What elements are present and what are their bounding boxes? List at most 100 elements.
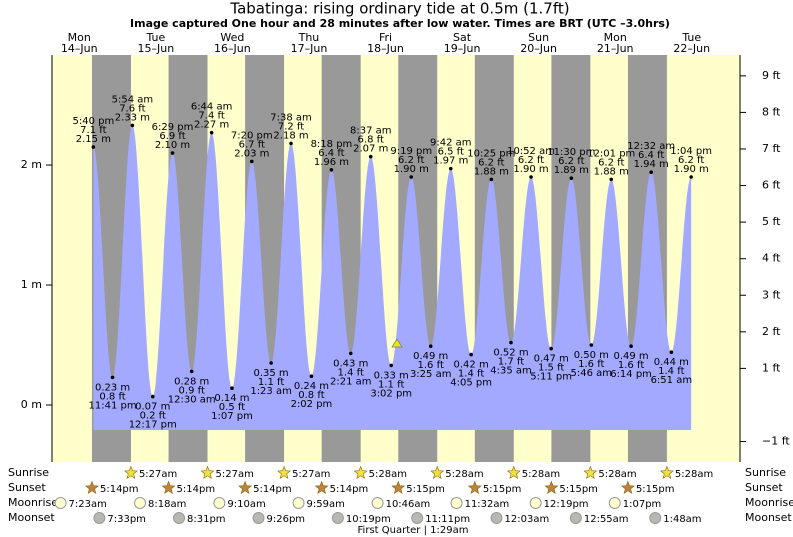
tide-label: 6.2 ft [678, 155, 704, 166]
tide-label: 6.8 ft [358, 135, 384, 146]
tide-label: 0.8 ft [99, 391, 125, 402]
tide-label: 7.1 ft [80, 125, 106, 136]
tide-label: 0.50 m [574, 350, 609, 361]
sunrise-time: 5:27am [292, 469, 330, 480]
tide-point [249, 159, 254, 164]
weekday-label: Wed [220, 31, 244, 44]
tide-label: 2.03 m [234, 148, 269, 159]
tide-label: 0.9 ft [179, 385, 205, 396]
moonrise-time: 9:10am [227, 499, 265, 510]
tide-point [209, 130, 214, 135]
tide-label: 6.4 ft [638, 150, 664, 161]
tide-label: 0.23 m [95, 382, 130, 393]
date-label: 21–Jun [597, 42, 634, 55]
weekday-label: Sun [528, 31, 549, 44]
y2-tick-label: 2 ft [762, 325, 781, 338]
moonrise-icon [292, 497, 305, 509]
weekday-label: Tue [145, 31, 165, 44]
moonrise-icon [134, 497, 147, 509]
moonrise-icon [450, 497, 463, 509]
moonrise-icon [54, 497, 67, 509]
tide-label: 8:37 am [350, 126, 392, 137]
tide-label: 7:38 am [270, 112, 312, 123]
date-label: 17–Jun [291, 42, 328, 55]
tide-point [589, 343, 594, 347]
tide-label: 2.27 m [194, 120, 229, 131]
tide-label: 1.1 ft [378, 379, 404, 390]
moonrise-time: 10:46am [386, 499, 431, 510]
tide-label: 2.33 m [115, 112, 150, 123]
tide-label: 11:41 pm [89, 400, 137, 411]
tide-label: 6.2 ft [598, 157, 624, 168]
moonrise-icon [213, 497, 226, 509]
weekday-label: Mon [604, 31, 627, 44]
moonset-time: 10:19pm [346, 514, 391, 525]
tide-label: 2.18 m [273, 130, 308, 141]
y2-tick-label: 1 ft [762, 361, 781, 374]
tide-label: 7.4 ft [198, 111, 224, 122]
sunset-icon [85, 480, 99, 494]
current-marker [391, 338, 403, 348]
chart-subtitle: Image captured One hour and 28 minutes a… [130, 17, 670, 30]
tide-label: 1.90 m [394, 164, 429, 175]
tide-label: 6.5 ft [438, 147, 464, 158]
tide-label: 1.88 m [594, 166, 629, 177]
tide-point [428, 344, 433, 349]
moonset-icon [93, 512, 106, 524]
tide-label: 6:51 am [651, 375, 693, 386]
tide-point [609, 177, 614, 182]
tide-point [649, 170, 653, 175]
y-tick-label: 2 m [21, 158, 42, 171]
sunset-icon [391, 480, 406, 494]
tide-label: 1.97 m [433, 156, 468, 167]
row-label: Sunrise [745, 466, 786, 479]
tide-point [309, 374, 314, 379]
row-label: Moonset [745, 511, 792, 524]
tide-label: 6.2 ft [518, 155, 544, 166]
tide-label: 4:05 pm [450, 378, 492, 389]
tide-label: 0.2 ft [140, 411, 166, 422]
tide-label: 5:54 am [112, 94, 154, 105]
tide-label: 10:52 am [507, 146, 555, 157]
moon-phase: First Quarter | 1:29am [358, 525, 469, 536]
date-label: 15–Jun [137, 42, 174, 55]
moonset-time: 1:48am [663, 514, 701, 525]
sunrise-time: 5:28am [369, 469, 407, 480]
sunrise-time: 5:27am [216, 469, 254, 480]
tide-point [469, 352, 473, 357]
moonrise-time: 12:19pm [544, 499, 589, 510]
moonset-icon [173, 512, 186, 524]
sunrise-time: 5:28am [522, 469, 560, 480]
moonset-icon [331, 512, 344, 524]
tide-label: 1:04 pm [670, 146, 712, 157]
sunrise-icon [659, 465, 674, 479]
row-label: Sunrise [8, 466, 49, 479]
tide-label: 12:32 am [627, 141, 675, 152]
sunset-icon [161, 480, 176, 494]
tide-label: 1.6 ft [578, 359, 604, 370]
tide-label: 2.15 m [76, 134, 111, 145]
weekday-label: Thu [298, 31, 320, 44]
tide-point [489, 177, 494, 182]
y2-tick-label: 9 ft [762, 69, 781, 82]
tide-label: 0.44 m [654, 357, 689, 368]
sunrise-time: 5:28am [445, 469, 483, 480]
moonrise-time: 7:23am [69, 499, 107, 510]
tide-label: 0.5 ft [219, 402, 245, 413]
sunrise-icon [506, 465, 521, 479]
weekday-label: Fri [379, 31, 392, 44]
tide-point [110, 375, 115, 380]
sunset-time: 5:14pm [253, 484, 292, 495]
tide-point [509, 340, 513, 345]
sunrise-icon [583, 465, 598, 479]
tide-label: 6.2 ft [398, 155, 424, 166]
tide-label: 2:21 am [330, 376, 372, 387]
tide-point [549, 346, 553, 351]
sunset-icon [544, 480, 559, 494]
tide-label: 0.14 m [214, 393, 249, 404]
tide-point [289, 141, 293, 146]
tide-area [93, 125, 692, 430]
tide-label: 1.4 ft [338, 367, 364, 378]
tide-point [150, 394, 155, 399]
moonset-icon [411, 512, 424, 524]
